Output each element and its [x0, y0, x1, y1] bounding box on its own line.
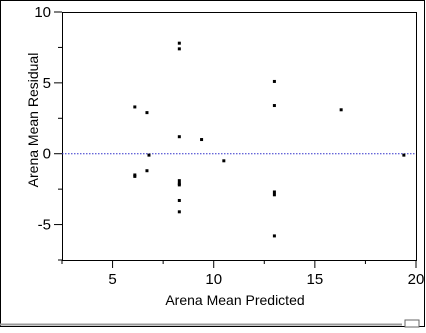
data-point	[145, 169, 149, 173]
data-point	[272, 190, 276, 194]
data-point	[402, 153, 406, 157]
data-point	[272, 79, 276, 83]
data-point	[177, 41, 181, 45]
data-point	[133, 174, 137, 178]
data-point	[147, 153, 151, 157]
data-point	[272, 104, 276, 108]
data-point	[200, 138, 204, 142]
data-point	[177, 183, 181, 187]
y-tick-label: 10	[34, 4, 51, 21]
x-tick-label: 20	[408, 271, 425, 288]
y-tick-label: 0	[43, 146, 51, 163]
data-point	[272, 193, 276, 197]
x-axis-title: Arena Mean Predicted	[165, 292, 304, 308]
y-tick-label: 5	[43, 75, 51, 92]
resize-handle[interactable]	[404, 319, 420, 328]
x-tick-label: 5	[108, 271, 116, 288]
data-point	[177, 47, 181, 51]
data-point	[339, 108, 343, 112]
plot-frame	[62, 12, 417, 261]
x-tick-label: 10	[205, 271, 222, 288]
y-axis-title: Arena Mean Residual	[25, 53, 41, 188]
data-point	[145, 111, 149, 115]
data-point	[272, 234, 276, 238]
x-tick-label: 15	[307, 271, 324, 288]
outer-border	[0, 0, 425, 327]
data-point	[133, 105, 137, 109]
data-point	[177, 198, 181, 202]
data-point	[222, 159, 226, 163]
data-point	[177, 179, 181, 183]
data-point	[177, 135, 181, 139]
y-tick-label: -5	[38, 217, 51, 234]
data-point	[177, 210, 181, 214]
